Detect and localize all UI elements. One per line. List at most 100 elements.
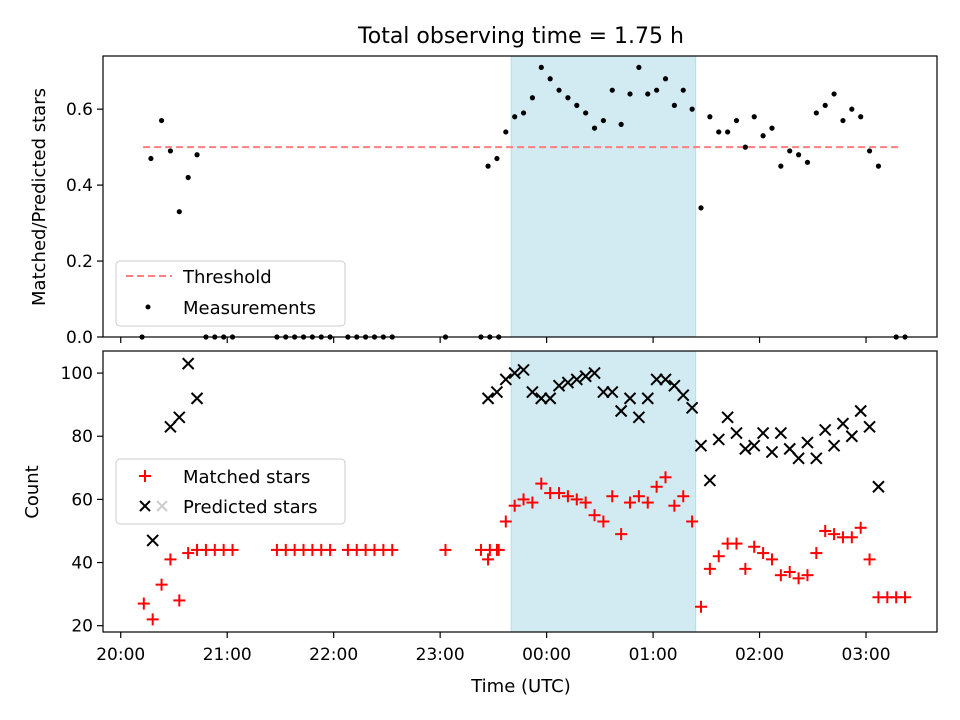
x-tick-label: 22:00 [309,645,358,665]
measurement-point [176,209,182,215]
matched-star-point [854,521,867,534]
predicted-star-point [650,373,663,386]
ratio-panel: 0.0 0.2 0.4 0.6 Matched/Predicted stars [29,55,938,348]
matched-star-point [801,569,814,582]
predicted-star-point [685,401,699,415]
predicted-star-point [863,420,876,433]
matched-star-point [739,562,752,575]
measurement-point [716,129,722,135]
bottom-y-tick-label: 20 [71,617,93,637]
measurement-point [654,87,660,93]
predicted-star-point [623,392,637,405]
measurement-point [866,148,873,154]
measurement-point [556,87,562,93]
measurement-point [194,152,200,158]
bottom-y-tick-label: 60 [71,490,93,510]
measurement-point [565,95,571,101]
matched-star-point [226,543,239,556]
measurement-point [680,87,686,93]
predicted-star-point [845,430,859,443]
predicted-star-point [181,357,195,370]
measurement-point [547,76,553,82]
matched-star-point [650,480,663,493]
measurement-point [636,64,642,70]
matched-star-point [712,550,725,563]
predicted-star-point [146,534,159,547]
predicted-star-point [543,392,557,405]
predicted-star-point [730,426,743,440]
x-axis-label: Time (UTC) [470,676,571,697]
predicted-star-point [641,392,654,405]
predicted-star-point [810,452,823,465]
predicted-star-point [659,373,672,386]
top-y-tick-label: 0.2 [66,252,93,272]
matched-star-point [677,490,690,503]
x-tick-label: 03:00 [842,645,891,665]
matched-star-point [588,509,601,522]
observing-window-top [510,55,697,338]
matched-star-point [686,515,699,528]
predicted-star-point [854,404,867,418]
measurement-point [574,102,580,108]
top-y-axis-label: Matched/Predicted stars [29,88,50,306]
legend-measurements-label: Measurements [183,298,316,319]
matched-star-point [632,490,645,503]
matched-star-point [561,490,574,503]
matched-star-point [517,493,530,506]
matched-star-point [757,547,770,560]
measurement-point [503,129,509,135]
measurement-point [618,121,624,127]
matched-star-point [748,540,761,553]
predicted-star-point [164,420,177,433]
matched-star-point [765,553,778,566]
matched-star-point [668,499,681,512]
predicted-star-point [677,388,690,402]
matched-star-point [164,553,177,566]
predicted-star-point [526,385,539,399]
predicted-star-point [703,474,717,487]
matched-star-point [792,572,805,585]
matched-star-point [694,600,707,613]
measurement-point [787,148,793,154]
matched-star-point [324,543,337,556]
predicted-star-point [552,379,566,392]
matched-star-point [863,553,876,566]
predicted-star-point [748,439,761,452]
predicted-star-point [783,442,796,456]
predicted-star-point [827,439,841,452]
predicted-star-point [614,404,628,418]
top-y-tick-label: 0.0 [66,328,93,348]
matched-star-point [624,496,637,509]
measurement-point [813,110,819,116]
matched-star-point [615,528,628,541]
measurement-point [875,163,882,169]
matched-star-point [899,591,912,604]
predicted-star-point [739,442,752,456]
measurement-point [671,102,677,108]
matched-star-point [526,496,539,509]
bottom-y-axis-label: Count [22,465,43,518]
measurement-point [148,155,154,162]
measurement-point [494,155,500,162]
matched-star-point [386,543,399,556]
measurement-point [778,163,784,169]
measurement-point [538,64,544,70]
matched-star-point [828,528,841,541]
legend-threshold-label: Threshold [182,267,272,288]
matched-star-point [810,547,823,560]
measurement-point [698,205,704,211]
measurement-point [831,91,837,97]
predicted-star-point [836,417,850,430]
measurement-point [662,76,669,82]
chart-title: Total observing time = 1.75 h [357,24,684,49]
predicted-star-point [570,373,583,386]
measurement-point [725,129,731,135]
predicted-star-point [190,392,204,405]
predicted-star-point [765,445,779,459]
matched-star-point [482,553,495,566]
predicted-star-point [756,426,770,440]
matched-star-point [182,547,195,560]
x-tick-label: 02:00 [735,645,784,665]
x-tick-label: 23:00 [416,645,465,665]
